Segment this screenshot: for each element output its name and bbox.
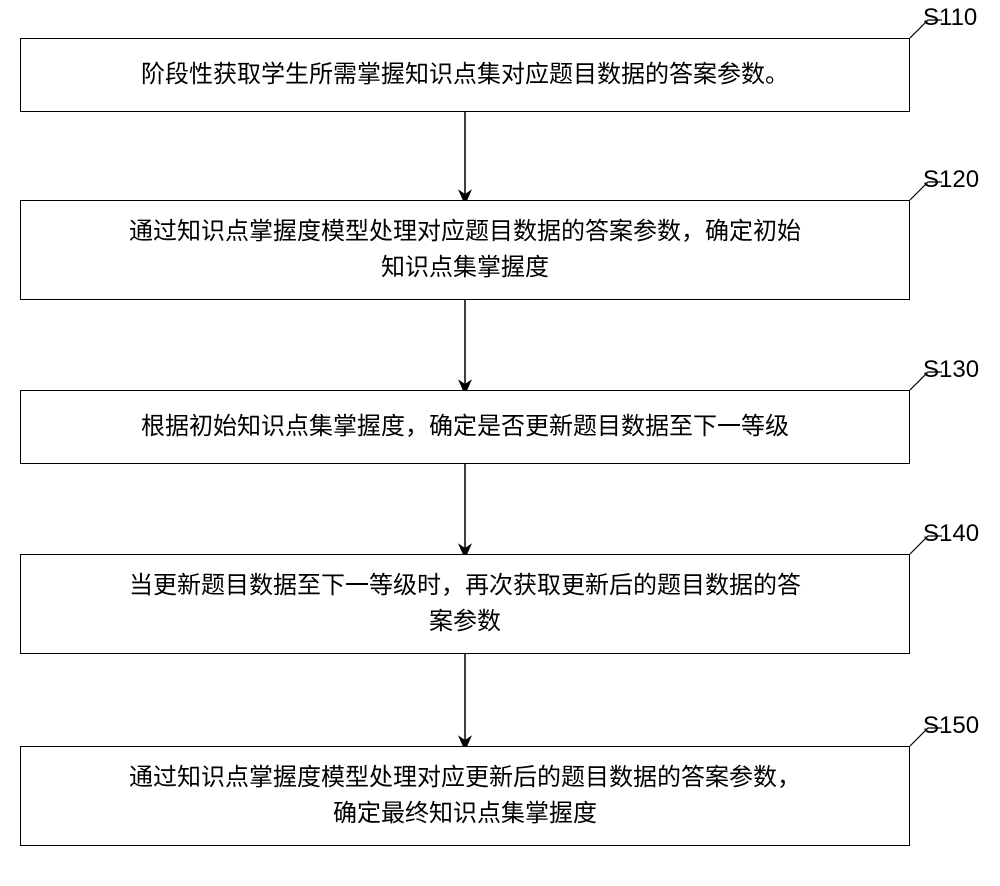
flow-step-text: 通过知识点掌握度模型处理对应更新后的题目数据的答案参数， 确定最终知识点集掌握度 [129, 760, 801, 832]
flow-step-S120: 通过知识点掌握度模型处理对应题目数据的答案参数，确定初始 知识点集掌握度 [20, 200, 910, 300]
flow-step-label-S110: S110 [923, 4, 977, 32]
flow-step-S130: 根据初始知识点集掌握度，确定是否更新题目数据至下一等级 [20, 390, 910, 464]
flow-step-text: 阶段性获取学生所需掌握知识点集对应题目数据的答案参数。 [141, 57, 789, 93]
flow-step-S110: 阶段性获取学生所需掌握知识点集对应题目数据的答案参数。 [20, 38, 910, 112]
flow-step-S140: 当更新题目数据至下一等级时，再次获取更新后的题目数据的答 案参数 [20, 554, 910, 654]
flow-step-text: 当更新题目数据至下一等级时，再次获取更新后的题目数据的答 案参数 [129, 568, 801, 640]
flow-step-text: 根据初始知识点集掌握度，确定是否更新题目数据至下一等级 [141, 409, 789, 445]
flow-step-text: 通过知识点掌握度模型处理对应题目数据的答案参数，确定初始 知识点集掌握度 [129, 214, 801, 286]
flow-step-label-S120: S120 [923, 166, 979, 194]
flow-step-label-S150: S150 [923, 712, 979, 740]
flow-step-label-S130: S130 [923, 356, 979, 384]
flow-step-label-S140: S140 [923, 520, 979, 548]
flow-step-S150: 通过知识点掌握度模型处理对应更新后的题目数据的答案参数， 确定最终知识点集掌握度 [20, 746, 910, 846]
flowchart-canvas: 阶段性获取学生所需掌握知识点集对应题目数据的答案参数。 S110 通过知识点掌握度模… [0, 0, 1000, 886]
